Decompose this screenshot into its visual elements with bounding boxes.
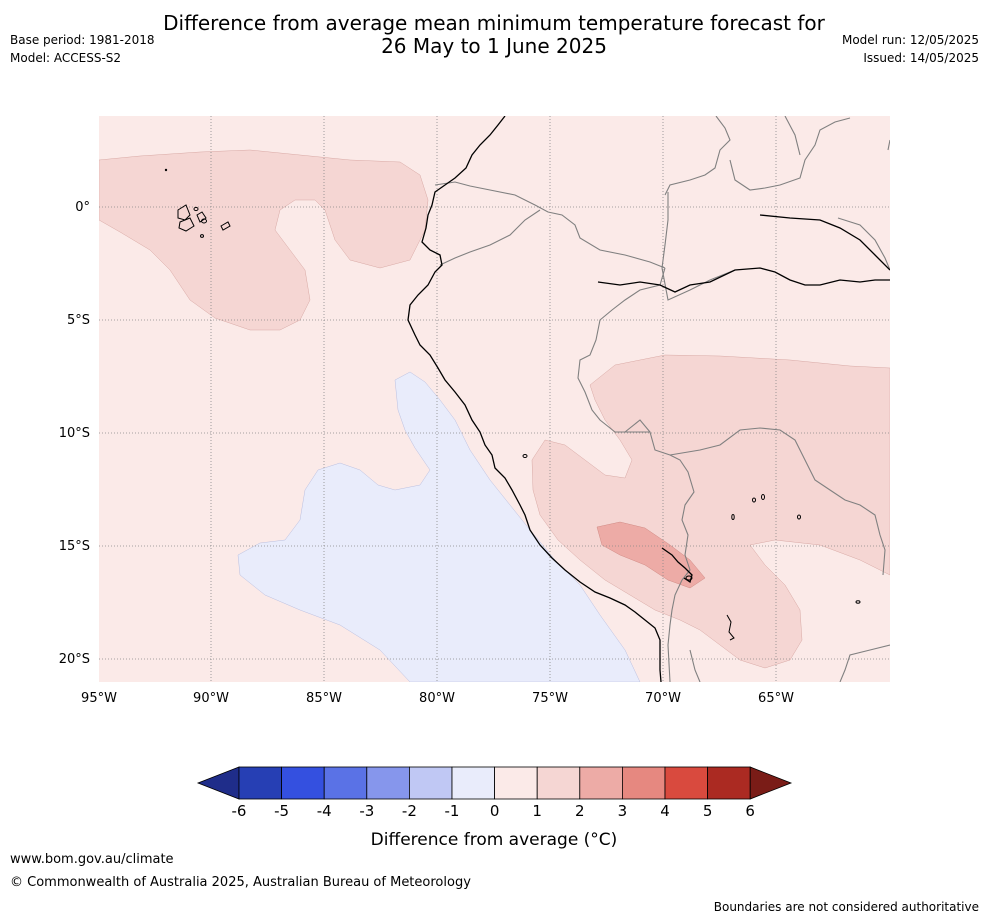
legend-bin <box>494 766 538 800</box>
lat-label-15s: 15°S <box>59 539 90 554</box>
legend-tick-label: 3 <box>618 802 628 820</box>
legend-tick-label: -3 <box>359 802 374 820</box>
model-label: Model: ACCESS-S2 <box>10 51 122 65</box>
anomaly-region-galapagos <box>99 149 429 331</box>
legend-tick-label: 6 <box>745 802 755 820</box>
anomaly-region-titicaca <box>596 521 706 589</box>
legend-tick-label: -1 <box>445 802 460 820</box>
latitude-labels: 0° 5°S 10°S 15°S 20°S <box>59 200 90 667</box>
longitude-labels: 95°W 90°W 85°W 80°W 75°W 70°W 65°W <box>81 691 794 706</box>
legend-extension-high <box>749 766 793 800</box>
legend-bin <box>323 766 368 800</box>
anomaly-region-cool-coast <box>237 371 641 682</box>
issued-label: Issued: 14/05/2025 <box>863 51 979 65</box>
copyright-text: © Commonwealth of Australia 2025, Austra… <box>10 875 471 890</box>
lon-label-80w: 80°W <box>419 691 455 706</box>
lon-label-95w: 95°W <box>81 691 117 706</box>
legend-bin <box>536 766 581 800</box>
lat-label-10s: 10°S <box>59 426 90 441</box>
map-area <box>99 116 890 682</box>
country-borders <box>434 116 890 682</box>
legend-tick-label: 2 <box>575 802 585 820</box>
map-title-line-1: Difference from average mean minimum tem… <box>163 11 825 35</box>
map-title: Difference from average mean minimum tem… <box>0 12 988 58</box>
legend-tick-label: -2 <box>402 802 417 820</box>
legend-bin <box>451 766 495 800</box>
legend-bin <box>238 766 282 800</box>
lat-label-5s: 5°S <box>67 313 90 328</box>
graticule <box>99 116 890 682</box>
lat-label-20s: 20°S <box>59 652 90 667</box>
legend-tick-label: 1 <box>532 802 542 820</box>
legend-tick-label: 0 <box>490 802 500 820</box>
legend-bin <box>408 766 453 800</box>
legend-tick-label: -5 <box>274 802 289 820</box>
coastline <box>407 116 890 682</box>
legend-ticks: -6 -5 -4 -3 -2 -1 0 1 2 3 4 5 6 <box>232 802 755 820</box>
website-link[interactable]: www.bom.gov.au/climate <box>10 852 174 867</box>
legend-bins <box>196 766 793 800</box>
legend-extension-low <box>196 766 240 800</box>
lon-label-70w: 70°W <box>645 691 681 706</box>
boundaries-disclaimer: Boundaries are not considered authoritat… <box>713 900 979 914</box>
legend-bin <box>366 766 410 800</box>
map-title-line-2: 26 May to 1 June 2025 <box>381 34 607 58</box>
model-run-label: Model run: 12/05/2025 <box>841 33 979 47</box>
base-period-label: Base period: 1981-2018 <box>10 33 155 47</box>
lon-label-85w: 85°W <box>306 691 342 706</box>
legend-bin <box>281 766 325 800</box>
color-legend: -6 -5 -4 -3 -2 -1 0 1 2 3 4 5 6 Difference from aver… <box>196 766 793 850</box>
small-lakes <box>522 454 861 641</box>
lon-label-90w: 90°W <box>193 691 229 706</box>
legend-tick-label: 5 <box>703 802 713 820</box>
galapagos-islands <box>164 168 231 238</box>
lat-label-0: 0° <box>75 200 90 215</box>
legend-bin <box>579 766 623 800</box>
legend-bin <box>622 766 666 800</box>
legend-bin <box>664 766 708 800</box>
legend-tick-label: 4 <box>660 802 670 820</box>
lon-label-75w: 75°W <box>532 691 568 706</box>
legend-label: Difference from average (°C) <box>371 830 618 850</box>
legend-tick-label: -6 <box>232 802 247 820</box>
legend-tick-label: -4 <box>317 802 332 820</box>
legend-bin <box>707 766 751 800</box>
lon-label-65w: 65°W <box>758 691 794 706</box>
